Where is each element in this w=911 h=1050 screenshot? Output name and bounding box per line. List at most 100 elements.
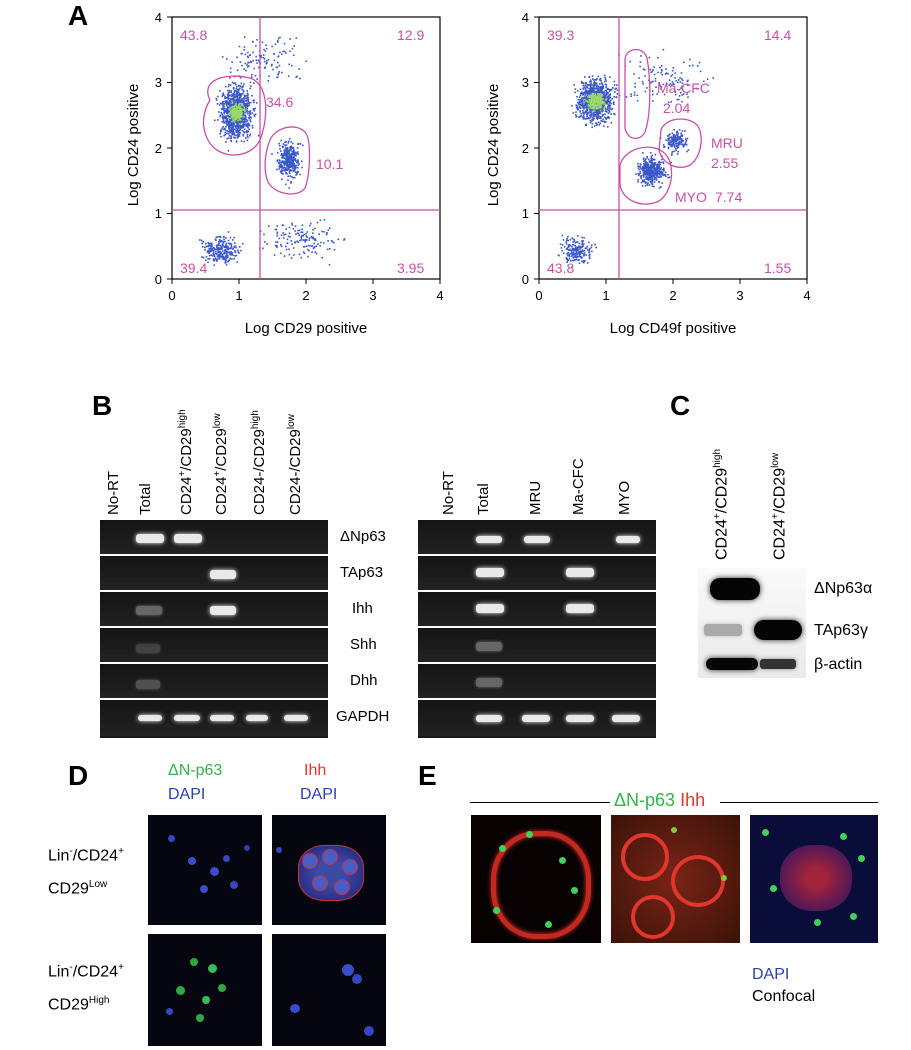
- scatter-dot: [234, 105, 236, 107]
- scatter-dot: [238, 114, 241, 116]
- scatter-dot: [292, 176, 294, 179]
- scatter-dot: [685, 141, 687, 143]
- scatter-dot: [656, 169, 659, 171]
- scatter-dot: [244, 103, 247, 105]
- scatter-dot: [241, 93, 243, 95]
- micrograph-dnp63-cd29low: [148, 815, 262, 925]
- scatter-dot: [585, 104, 588, 106]
- scatter-dot: [278, 165, 281, 167]
- scatter-dot: [674, 148, 677, 150]
- scatter-dot: [667, 137, 669, 140]
- scatter-dot: [296, 152, 299, 154]
- scatter-dot: [240, 109, 242, 111]
- scatter-dot: [236, 91, 239, 94]
- scatter-dot: [225, 101, 227, 104]
- scatter-dot: [287, 75, 290, 77]
- scatter-dot: [253, 101, 255, 104]
- scatter-dot: [277, 76, 279, 78]
- scatter-dot: [597, 75, 600, 78]
- scatter-dot: [598, 79, 601, 81]
- scatter-dot: [650, 178, 652, 181]
- scatter-dot: [568, 255, 571, 258]
- scatter-dot: [227, 92, 230, 94]
- scatter-dot: [698, 61, 701, 64]
- scatter-dot: [651, 175, 653, 178]
- scatter-dot: [328, 227, 331, 229]
- scatter-dot: [660, 72, 662, 74]
- scatter-dot: [671, 140, 674, 142]
- scatter-dot: [224, 256, 227, 259]
- scatter-dot: [229, 253, 231, 256]
- scatter-dot: [575, 251, 578, 253]
- scatter-dot: [595, 97, 598, 100]
- scatter-dot: [586, 89, 588, 92]
- scatter-dot: [675, 138, 677, 141]
- scatter-dot: [703, 80, 705, 83]
- scatter-dot: [241, 99, 243, 102]
- scatter-dot: [247, 125, 249, 128]
- scatter-dot: [231, 110, 234, 112]
- scatter-dot: [232, 106, 234, 108]
- y-tick: 1: [522, 206, 529, 221]
- scatter-dot: [677, 137, 680, 139]
- scatter-dot: [238, 45, 241, 48]
- scatter-dot: [299, 239, 301, 242]
- scatter-dot: [247, 102, 249, 105]
- scatter-dot: [222, 105, 224, 107]
- scatter-dot: [266, 62, 268, 64]
- scatter-dot: [297, 143, 299, 145]
- scatter-dot: [238, 92, 241, 95]
- scatter-dot: [222, 241, 225, 243]
- scatter-dot: [661, 74, 664, 76]
- scatter-dot: [590, 115, 592, 118]
- scatter-dot: [651, 178, 654, 180]
- scatter-dot: [576, 247, 579, 250]
- scatter-dot: [235, 109, 238, 111]
- quadrant-lower-right: 1.55: [764, 260, 791, 276]
- scatter-dot: [592, 118, 595, 120]
- scatter-dot: [225, 248, 227, 251]
- scatter-dot: [571, 266, 573, 268]
- scatter-dot: [675, 80, 678, 82]
- scatter-dot: [670, 144, 673, 147]
- scatter-dot: [585, 92, 588, 94]
- scatter-dot: [322, 242, 325, 244]
- scatter-dot: [589, 119, 592, 122]
- scatter-dot: [224, 251, 226, 253]
- scatter-dot: [593, 84, 596, 86]
- scatter-dot: [285, 168, 288, 170]
- scatter-dot: [245, 106, 247, 109]
- scatter-dot: [645, 158, 647, 160]
- scatter-dot: [283, 152, 286, 155]
- scatter-dot: [229, 107, 232, 109]
- scatter-dot: [613, 112, 615, 115]
- scatter-dot: [586, 115, 588, 118]
- scatter-dot: [297, 164, 299, 167]
- scatter-dot: [657, 165, 659, 168]
- scatter-dot: [311, 251, 313, 253]
- x-tick: 4: [803, 288, 810, 303]
- scatter-dot: [674, 135, 676, 138]
- scatter-dot: [199, 239, 201, 241]
- scatter-dot: [213, 264, 215, 266]
- scatter-dot: [240, 119, 242, 121]
- scatter-dot: [251, 127, 254, 129]
- scatter-dot: [201, 256, 203, 258]
- scatter-dot: [224, 260, 227, 262]
- scatter-dot: [292, 151, 295, 154]
- scatter-dot: [589, 80, 591, 83]
- scatter-dot: [249, 54, 251, 56]
- scatter-dot: [280, 171, 282, 174]
- scatter-dot: [594, 94, 597, 96]
- scatter-dot: [225, 99, 227, 102]
- scatter-dot: [594, 82, 597, 84]
- scatter-dot: [325, 233, 328, 236]
- scatter-dot: [266, 243, 268, 245]
- scatter-dot: [228, 91, 231, 93]
- scatter-dot: [231, 123, 234, 126]
- scatter-dot: [308, 239, 311, 241]
- scatter-dot: [291, 47, 294, 50]
- scatter-dot: [645, 168, 648, 171]
- gel-row-shh: [100, 628, 328, 664]
- scatter-dot: [290, 257, 293, 259]
